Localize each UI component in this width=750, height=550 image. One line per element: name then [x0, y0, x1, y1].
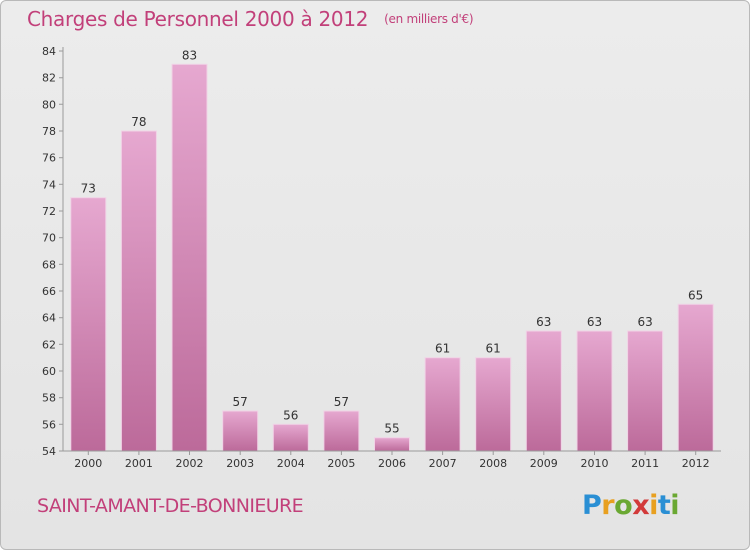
- bar-value-label: 57: [334, 395, 349, 409]
- y-tick-label: 58: [42, 392, 56, 405]
- y-tick-label: 64: [42, 312, 56, 325]
- y-tick-label: 56: [42, 418, 56, 431]
- bar-2000: [70, 197, 107, 452]
- y-tick-label: 68: [42, 258, 56, 271]
- bar-value-label: 83: [182, 48, 197, 62]
- location-name: SAINT-AMANT-DE-BONNIEURE: [37, 495, 304, 517]
- bar-value-label: 55: [384, 422, 399, 436]
- chart-title: Charges de Personnel 2000 à 2012 (en mill…: [27, 7, 474, 31]
- logo-letter: t: [657, 490, 671, 521]
- bar-value-label: 61: [435, 342, 450, 356]
- y-tick-label: 70: [42, 232, 56, 245]
- proxiti-logo: Proxiti: [582, 490, 680, 521]
- bars-group: 73 78 83 57 56 57 55 61 61 63 63 63 65: [70, 48, 714, 452]
- bar-2008: [475, 357, 512, 452]
- x-tick-label: 2010: [581, 457, 609, 470]
- y-tick-label: 54: [42, 445, 56, 458]
- logo-letter: o: [614, 490, 633, 521]
- logo-letter: i: [670, 490, 680, 521]
- x-tick-label: 2011: [631, 457, 659, 470]
- x-tick-label: 2009: [530, 457, 558, 470]
- x-tick-label: 2001: [125, 457, 153, 470]
- x-tick-label: 2000: [74, 457, 102, 470]
- bar-2003: [222, 410, 259, 452]
- bar-value-label: 57: [233, 395, 248, 409]
- x-tick-label: 2006: [378, 457, 406, 470]
- x-tick-label: 2008: [479, 457, 507, 470]
- bar-2002: [171, 63, 208, 452]
- logo-letter: x: [632, 490, 650, 521]
- y-tick-label: 74: [42, 178, 56, 191]
- y-tick-label: 84: [42, 45, 56, 58]
- y-tick-label: 78: [42, 125, 56, 138]
- bar-value-label: 61: [486, 342, 501, 356]
- bar-value-label: 56: [283, 408, 298, 422]
- x-tick-label: 2004: [277, 457, 305, 470]
- bar-2007: [424, 357, 461, 452]
- bar-value-label: 63: [637, 315, 652, 329]
- bar-2010: [576, 330, 613, 452]
- bar-2004: [272, 423, 309, 452]
- x-tick-label: 2005: [327, 457, 355, 470]
- bar-2011: [627, 330, 664, 452]
- logo-letter: i: [649, 490, 658, 521]
- chart-title-text: Charges de Personnel 2000 à 2012: [27, 7, 369, 31]
- bar-value-label: 73: [81, 182, 96, 196]
- x-tick-label: 2003: [226, 457, 254, 470]
- y-tick-label: 66: [42, 285, 56, 298]
- bar-2005: [323, 410, 360, 452]
- y-tick-label: 82: [42, 72, 56, 85]
- y-tick-label: 76: [42, 152, 56, 165]
- bar-value-label: 63: [587, 315, 602, 329]
- y-tick-label: 72: [42, 205, 56, 218]
- bar-value-label: 63: [536, 315, 551, 329]
- bar-2006: [374, 437, 410, 452]
- bar-value-label: 65: [688, 288, 703, 302]
- axes-group: 2000 2001 2002 2003 2004 2005 2006 2007 2008 2009…: [42, 45, 721, 470]
- y-tick-label: 62: [42, 338, 56, 351]
- bar-value-label: 78: [131, 115, 146, 129]
- x-tick-label: 2002: [176, 457, 204, 470]
- chart-unit-note: (en milliers d'€): [384, 12, 474, 26]
- bar-2012: [677, 303, 714, 452]
- x-tick-label: 2007: [429, 457, 457, 470]
- y-tick-label: 80: [42, 98, 56, 111]
- bar-2009: [525, 330, 562, 452]
- bar-2001: [120, 130, 157, 452]
- logo-letter: P: [582, 490, 602, 521]
- y-tick-label: 60: [42, 365, 56, 378]
- x-tick-label: 2012: [682, 457, 710, 470]
- logo-letter: r: [601, 490, 615, 521]
